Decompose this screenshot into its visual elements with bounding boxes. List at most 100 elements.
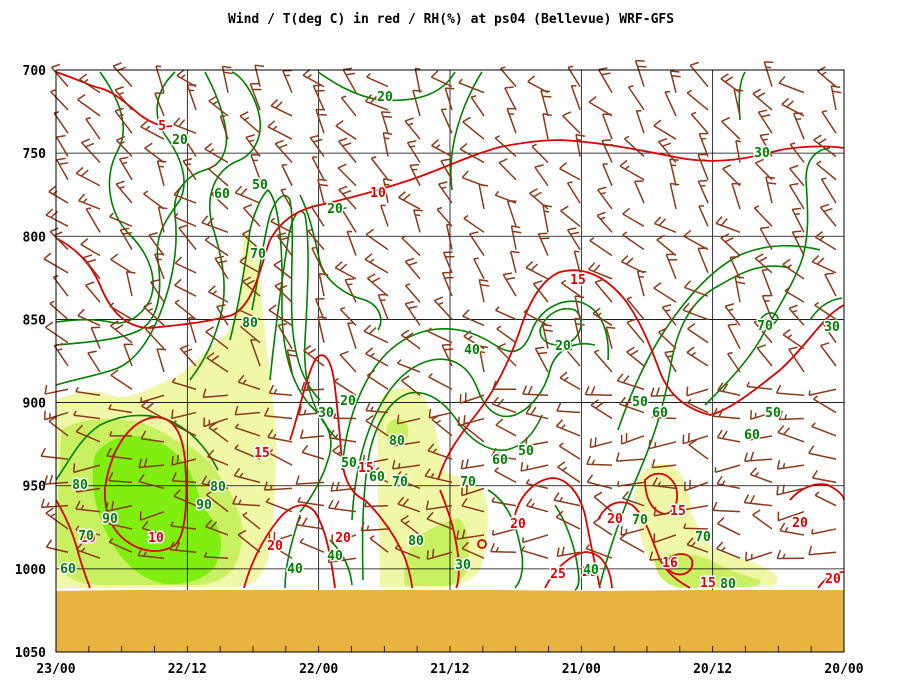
- isotherm-20-right2: [597, 501, 691, 589]
- rh-contour-14: [539, 308, 582, 346]
- wind-barb-485: [792, 112, 805, 140]
- isotherm-15-central: [289, 354, 366, 501]
- wind-barb-447: [715, 216, 741, 234]
- wind-barb-508: [816, 160, 837, 181]
- wind-barb-154: [276, 232, 293, 257]
- wind-barb-418: [653, 533, 677, 544]
- wind-barb-262: [433, 296, 453, 320]
- wind-barb-255: [431, 139, 453, 158]
- wind-barb-254: [440, 108, 453, 134]
- wind-barb-301: [510, 225, 522, 250]
- wind-barbs: [40, 59, 842, 564]
- wind-barb-168: [302, 68, 325, 88]
- wind-barb-27: [85, 207, 101, 233]
- wind-barb-87: [182, 134, 197, 157]
- wind-barb-488: [788, 182, 805, 210]
- wind-barb-248: [394, 471, 421, 490]
- chart-title: Wind / T(deg C) in red / RH(%) at ps04 (…: [228, 12, 674, 27]
- wind-barb-505: [830, 85, 842, 111]
- wind-barb-120: [208, 422, 229, 443]
- wind-barb-80: [138, 473, 165, 490]
- wind-barb-205: [332, 444, 357, 466]
- wind-barb-93: [174, 278, 197, 297]
- wind-barb-251: [394, 544, 421, 559]
- wind-barb-0: [50, 63, 69, 88]
- wind-barb-289: [460, 458, 485, 470]
- isotherm-16-loop: [665, 553, 694, 576]
- wind-barb-190: [340, 95, 357, 117]
- wind-barb-433: [686, 386, 709, 397]
- wind-barb-246: [392, 437, 421, 447]
- wind-barb-341: [566, 181, 581, 204]
- wind-barb-23: [85, 117, 101, 140]
- x-tick-label-4: 21/00: [562, 662, 601, 677]
- wind-barb-413: [651, 408, 677, 420]
- wind-barb-424: [697, 153, 709, 181]
- wind-barb-44: [114, 107, 133, 134]
- wind-barb-234: [406, 140, 421, 163]
- rh-contour-1: [55, 71, 154, 324]
- wind-barb-54: [123, 343, 134, 367]
- wind-barb-266: [428, 408, 453, 419]
- wind-barb-207: [328, 499, 357, 513]
- wind-barb-178: [314, 297, 325, 320]
- isotherm-20: [55, 499, 91, 589]
- wind-barb-236: [398, 191, 421, 210]
- t-label-20-b: 20: [267, 539, 283, 554]
- wind-barb-63: [155, 65, 165, 93]
- wind-barb-369: [593, 349, 613, 373]
- wind-barb-356: [556, 546, 581, 558]
- wind-barb-325: [523, 308, 549, 327]
- wind-barb-194: [338, 185, 357, 210]
- wind-barb-240: [404, 283, 421, 303]
- wind-barb-329: [525, 405, 549, 420]
- rh-contour-16: [617, 244, 821, 431]
- wind-barb-55: [110, 369, 133, 390]
- wind-barb-496: [775, 384, 805, 397]
- wind-barb-509: [820, 177, 837, 204]
- wind-barb-70: [148, 232, 165, 257]
- wind-barb-92: [174, 256, 197, 274]
- wind-barb-453: [727, 351, 741, 373]
- wind-barb-228: [364, 501, 389, 508]
- wind-barb-26: [78, 193, 101, 210]
- wind-barb-336: [567, 65, 581, 88]
- wind-barb-339: [575, 133, 585, 157]
- wind-barb-143: [233, 467, 261, 484]
- wind-barb-327: [534, 346, 549, 373]
- wind-barb-515: [821, 319, 837, 344]
- wind-barb-99: [172, 420, 197, 437]
- wind-barb-165: [265, 497, 293, 513]
- isotherm-20-mid: [243, 504, 336, 589]
- y-tick-label-700: 700: [23, 64, 47, 79]
- wind-barb-273: [458, 78, 485, 94]
- wind-barb-213: [382, 131, 393, 157]
- wind-barb-471: [761, 269, 773, 297]
- wind-barb-455: [712, 407, 741, 420]
- wind-barb-19: [45, 507, 69, 530]
- wind-barb-296: [506, 107, 517, 134]
- contour-labels: 5 10 15 15 15 15 20 20 20 20 20 20 20 25…: [59, 89, 843, 594]
- wind-barb-434: [686, 398, 709, 414]
- isotherm-5: [99, 87, 173, 128]
- rh-label-80-e: 80: [408, 534, 424, 549]
- rh-fill-80-region-4: [655, 553, 761, 588]
- wind-barb-22: [77, 94, 101, 117]
- x-tick-label-3: 21/12: [430, 662, 469, 677]
- wind-barb-32: [90, 326, 101, 349]
- wind-barb-122: [201, 475, 229, 490]
- wind-barb-15: [48, 415, 69, 437]
- wind-barb-522: [814, 491, 837, 507]
- wind-barb-37: [72, 463, 101, 474]
- rh-label-50-b: 50: [518, 444, 534, 459]
- wind-barb-100: [171, 454, 197, 466]
- wind-barb-283: [462, 309, 485, 327]
- wind-barb-490: [791, 230, 805, 256]
- isotherm-15-right: [644, 472, 678, 515]
- wind-barb-272: [426, 548, 453, 561]
- rh-label-70-g: 70: [695, 530, 711, 545]
- wind-barb-61: [108, 515, 133, 530]
- wind-barb-116: [205, 326, 229, 350]
- wind-barb-382: [619, 159, 645, 181]
- rh-contour-8: [317, 71, 456, 102]
